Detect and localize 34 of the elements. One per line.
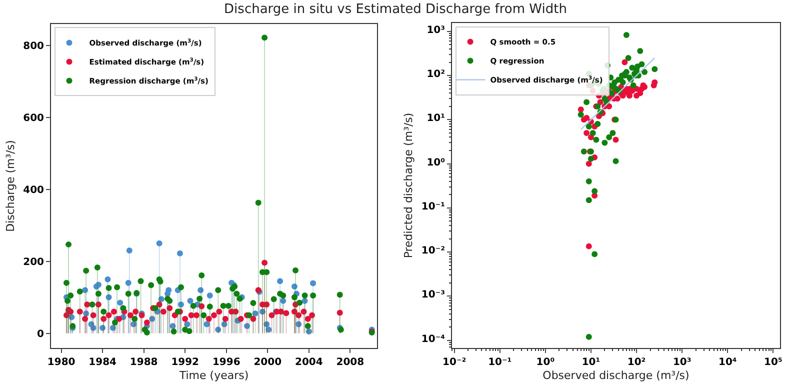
x-tick-label: 10² [627,357,646,368]
y-tick-label: 600 [23,113,44,124]
x-tick-label: 2000 [254,357,282,368]
x-tick-label: 1992 [171,357,200,368]
y-axis-title: Discharge (m³/s) [4,140,17,232]
y-tick-label: 800 [23,41,44,52]
x-tick-label: 10⁰ [536,357,555,368]
x-tick-label: 10³ [672,357,692,368]
y-tick-label: 10⁰ [426,157,445,168]
x-tick-label: 1980 [47,357,76,368]
x-tick-label: 2004 [294,357,323,368]
y-tick-label: 0 [37,328,44,340]
y-tick-label: 10⁻² [421,246,445,257]
x-tick-label: 10⁻² [442,357,466,368]
y-tick-label: 10² [426,69,445,80]
y-tick-label: 10³ [426,24,445,36]
y-tick-label: 400 [23,184,44,196]
x-axis-title: Time (years) [178,369,249,382]
y-tick-label: 10⁻¹ [421,201,445,212]
x-tick-label: 1984 [88,357,117,368]
x-tick-label: 10⁵ [764,357,782,368]
y-tick-label: 10⁻⁴ [421,334,445,345]
x-tick-label: 10¹ [582,357,600,368]
y-tick-label: 10¹ [426,113,445,124]
y-tick-label: 200 [23,256,44,268]
x-tick-label: 1996 [212,357,240,368]
x-tick-label: 1988 [130,357,158,368]
y-axis-title: Predicted discharge (m³/s) [402,112,416,258]
x-tick-label: 10⁻¹ [488,357,512,368]
chart-title: Discharge in situ vs Estimated Discharge from Width [223,2,568,17]
x-axis-title: Observed discharge (m³/s) [542,369,690,382]
x-tick-label: 2008 [336,357,364,368]
y-tick-label: 10⁻³ [421,290,445,301]
x-tick-label: 10⁴ [718,357,737,368]
